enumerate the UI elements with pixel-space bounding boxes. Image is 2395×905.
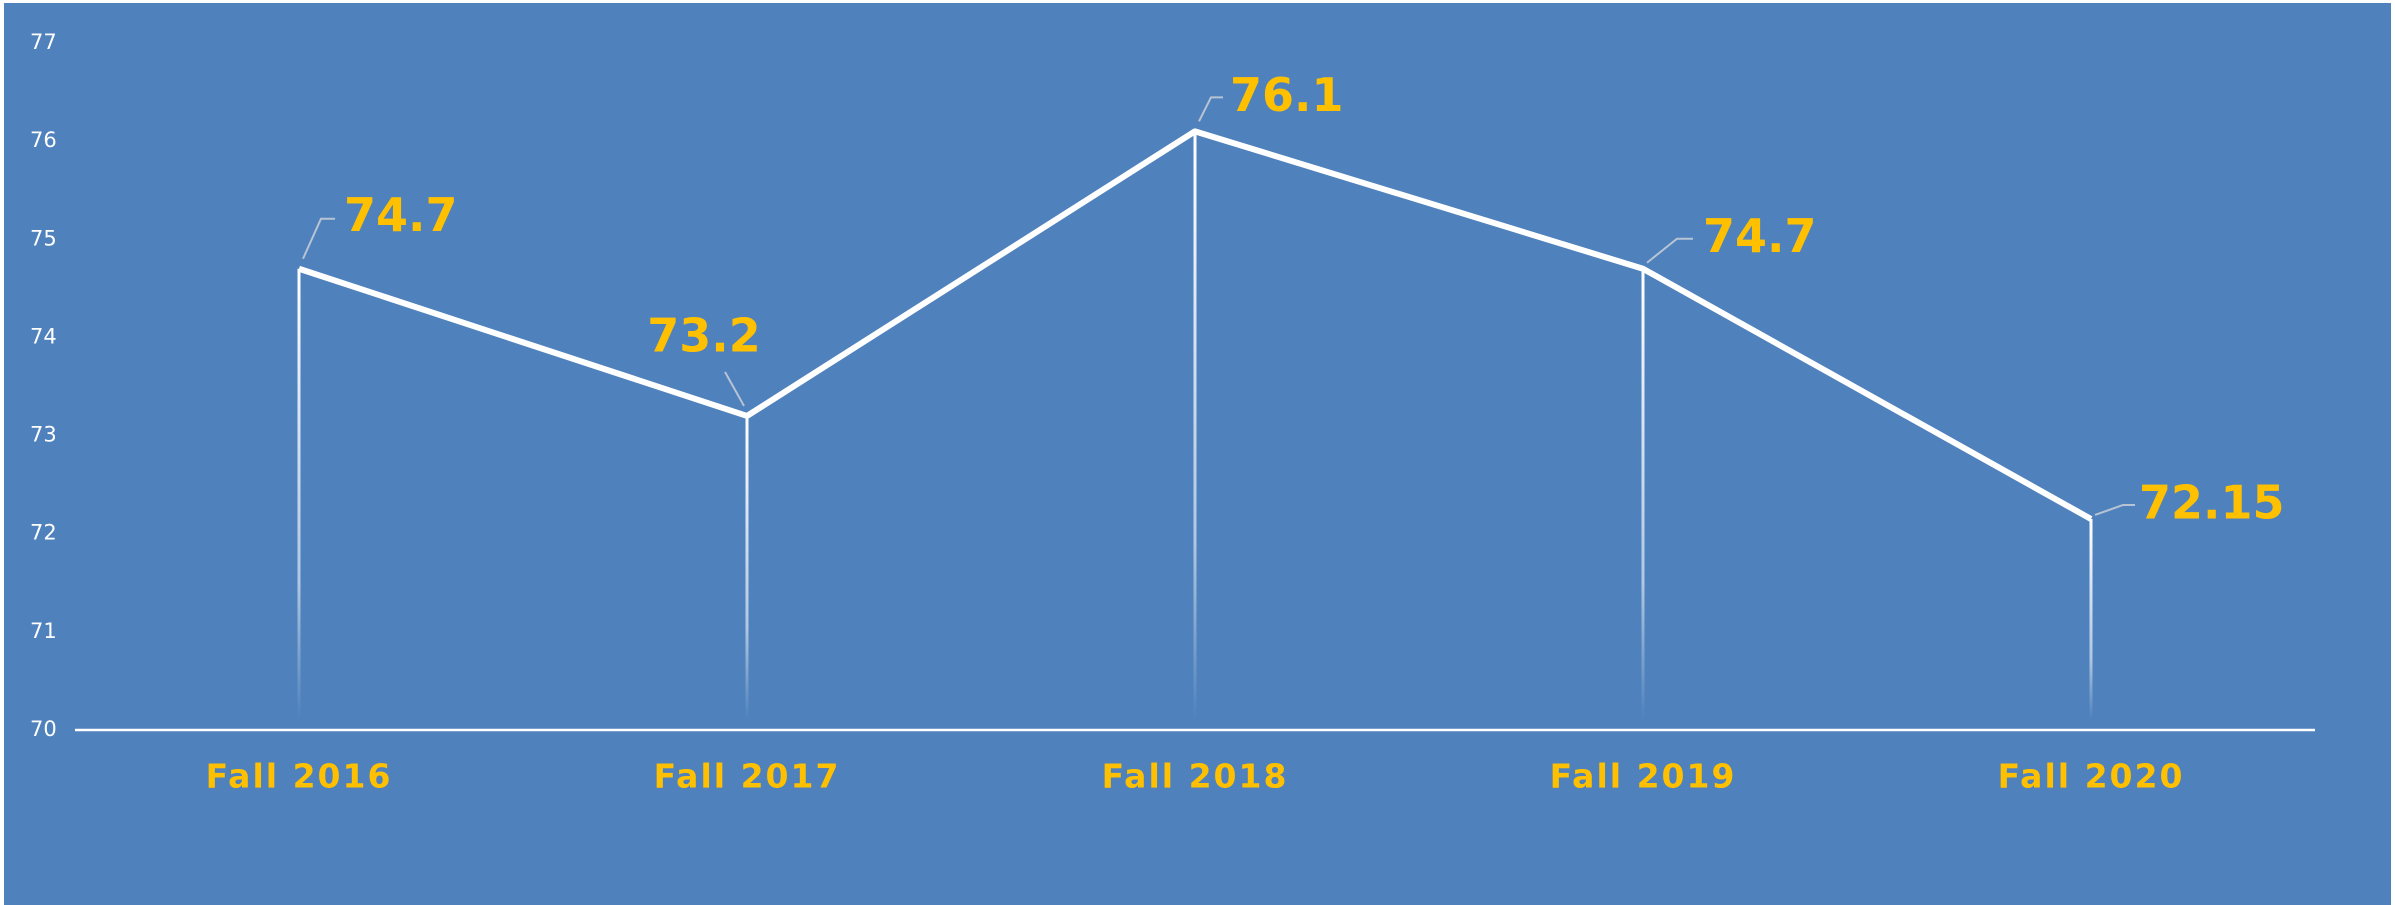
y-tick-label: 75 xyxy=(30,226,57,250)
y-tick-label: 77 xyxy=(30,30,57,54)
leader-line xyxy=(2094,503,2135,516)
data-label: 72.15 xyxy=(2139,475,2285,529)
data-label: 74.7 xyxy=(1703,209,1817,263)
x-tick-label: Fall 2020 xyxy=(1998,757,2185,796)
y-tick-label: 74 xyxy=(30,324,57,348)
leader-line xyxy=(1198,96,1223,122)
leader-line xyxy=(724,371,745,407)
leader-line xyxy=(302,217,335,260)
y-tick-label: 70 xyxy=(30,717,57,741)
y-tick-label: 71 xyxy=(30,619,57,643)
plot-background xyxy=(4,3,2391,905)
data-label: 73.2 xyxy=(647,308,761,362)
data-line xyxy=(298,128,2093,522)
y-tick-label: 76 xyxy=(30,128,57,152)
x-tick-label: Fall 2019 xyxy=(1550,757,1737,796)
data-label: 74.7 xyxy=(344,188,458,242)
x-tick-label: Fall 2016 xyxy=(206,757,393,796)
data-label: 76.1 xyxy=(1230,68,1344,122)
x-tick-label: Fall 2017 xyxy=(654,757,841,796)
y-tick-label: 72 xyxy=(30,521,57,545)
x-tick-label: Fall 2018 xyxy=(1102,757,1289,796)
y-tick-label: 73 xyxy=(30,423,57,447)
leader-line xyxy=(1646,237,1693,264)
